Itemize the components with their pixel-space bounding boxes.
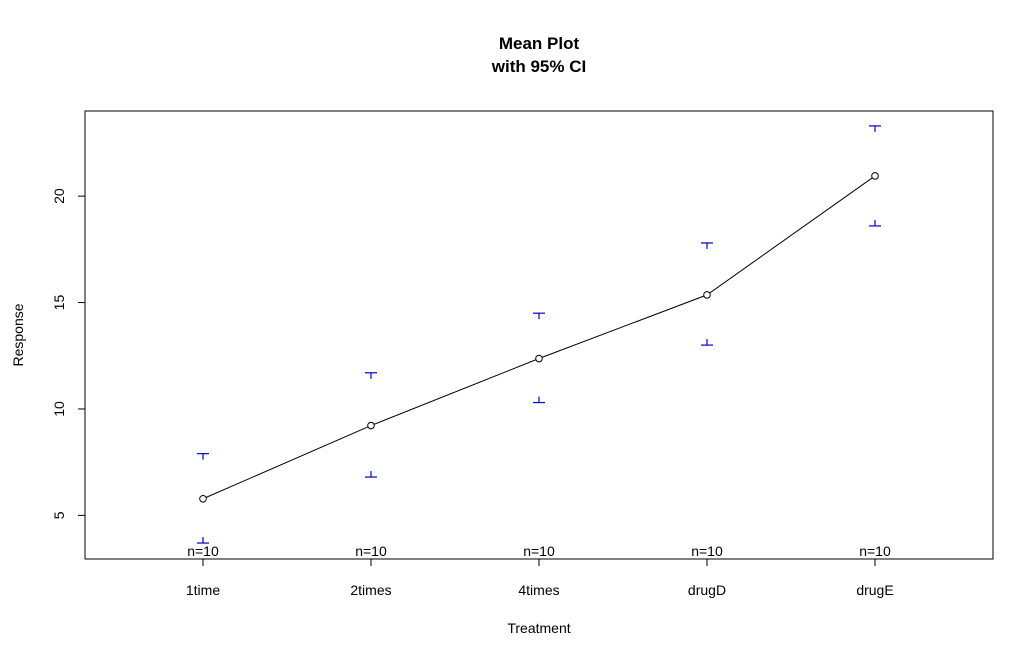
n-labels: n=10 n=10 n=10 n=10 n=10: [187, 543, 891, 559]
x-tick-label: 2times: [350, 582, 391, 598]
ci-bar-1time: [197, 453, 209, 544]
n-label: n=10: [859, 543, 891, 559]
x-axis: 1time 2times 4times drugD drugE: [186, 559, 894, 598]
ci-bars: [197, 125, 881, 544]
mean-point: [367, 421, 375, 430]
n-label: n=10: [523, 543, 555, 559]
chart-title: Mean Plot: [499, 34, 580, 53]
y-tick-label: 20: [51, 188, 67, 204]
y-tick-label: 15: [51, 295, 67, 311]
plot-frame: [84, 110, 994, 560]
n-label: n=10: [187, 543, 219, 559]
x-tick-label: drugE: [856, 582, 893, 598]
x-tick-label: drugD: [688, 582, 726, 598]
ci-bar-drugE: [869, 125, 881, 227]
y-tick-label: 10: [51, 401, 67, 417]
mean-point: [703, 291, 711, 299]
mean-line: [202, 175, 876, 500]
mean-line-path: [202, 175, 876, 500]
y-axis: 5 10 15 20: [51, 188, 86, 519]
y-axis-label: Response: [10, 303, 26, 366]
mean-points: [199, 172, 879, 503]
mean-point: [199, 494, 207, 503]
ci-bar-4times: [533, 312, 545, 404]
x-axis-label: Treatment: [507, 620, 570, 636]
ci-bar-drugD: [701, 242, 713, 346]
ci-bar-2times: [365, 372, 377, 478]
n-label: n=10: [355, 543, 387, 559]
mean-point: [535, 354, 543, 363]
chart-subtitle: with 95% CI: [491, 57, 586, 76]
n-label: n=10: [691, 543, 723, 559]
x-tick-label: 4times: [518, 582, 559, 598]
x-tick-label: 1time: [186, 582, 220, 598]
mean-point: [871, 172, 879, 180]
y-tick-label: 5: [51, 511, 67, 519]
